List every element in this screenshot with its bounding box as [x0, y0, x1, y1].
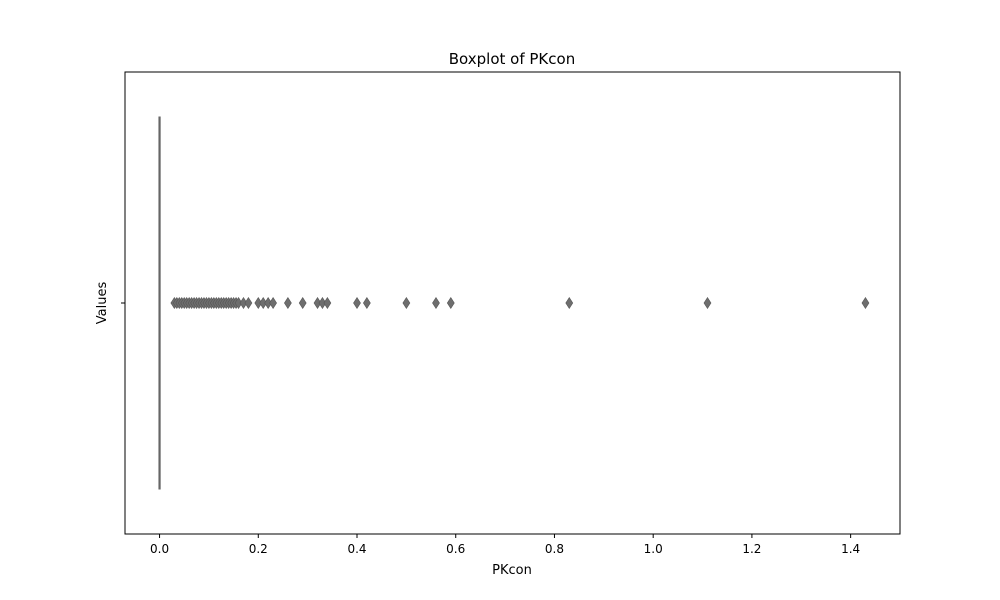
outlier-point [402, 296, 411, 310]
outlier-point [861, 296, 870, 310]
outlier-point [323, 296, 332, 310]
outlier-point [298, 296, 307, 310]
x-tick-label: 1.2 [742, 542, 761, 556]
outlier-point [353, 296, 361, 310]
outlier-point [284, 296, 292, 310]
outlier-point [269, 296, 277, 310]
x-axis-label: PKcon [492, 563, 532, 578]
x-tick-label: 0.2 [249, 542, 268, 556]
plot-area [158, 116, 870, 490]
outlier-point [363, 296, 371, 310]
y-axis-label: Values [95, 282, 110, 325]
x-tick-label: 1.0 [644, 542, 663, 556]
x-tick-label: 0.0 [150, 542, 169, 556]
x-tick-label: 0.4 [347, 542, 366, 556]
outlier-point [565, 296, 574, 310]
outlier-point [244, 296, 253, 310]
x-tick-label: 0.8 [545, 542, 564, 556]
outlier-point [432, 296, 440, 310]
chart-title: Boxplot of PKcon [449, 50, 575, 68]
x-tick-label: 1.4 [841, 542, 860, 556]
x-axis-ticks: 0.0 0.2 0.4 0.6 0.8 1.0 1.2 1.4 [150, 534, 860, 556]
x-tick-label: 0.6 [446, 542, 465, 556]
outlier-point [446, 296, 455, 310]
outlier-point [703, 296, 712, 310]
